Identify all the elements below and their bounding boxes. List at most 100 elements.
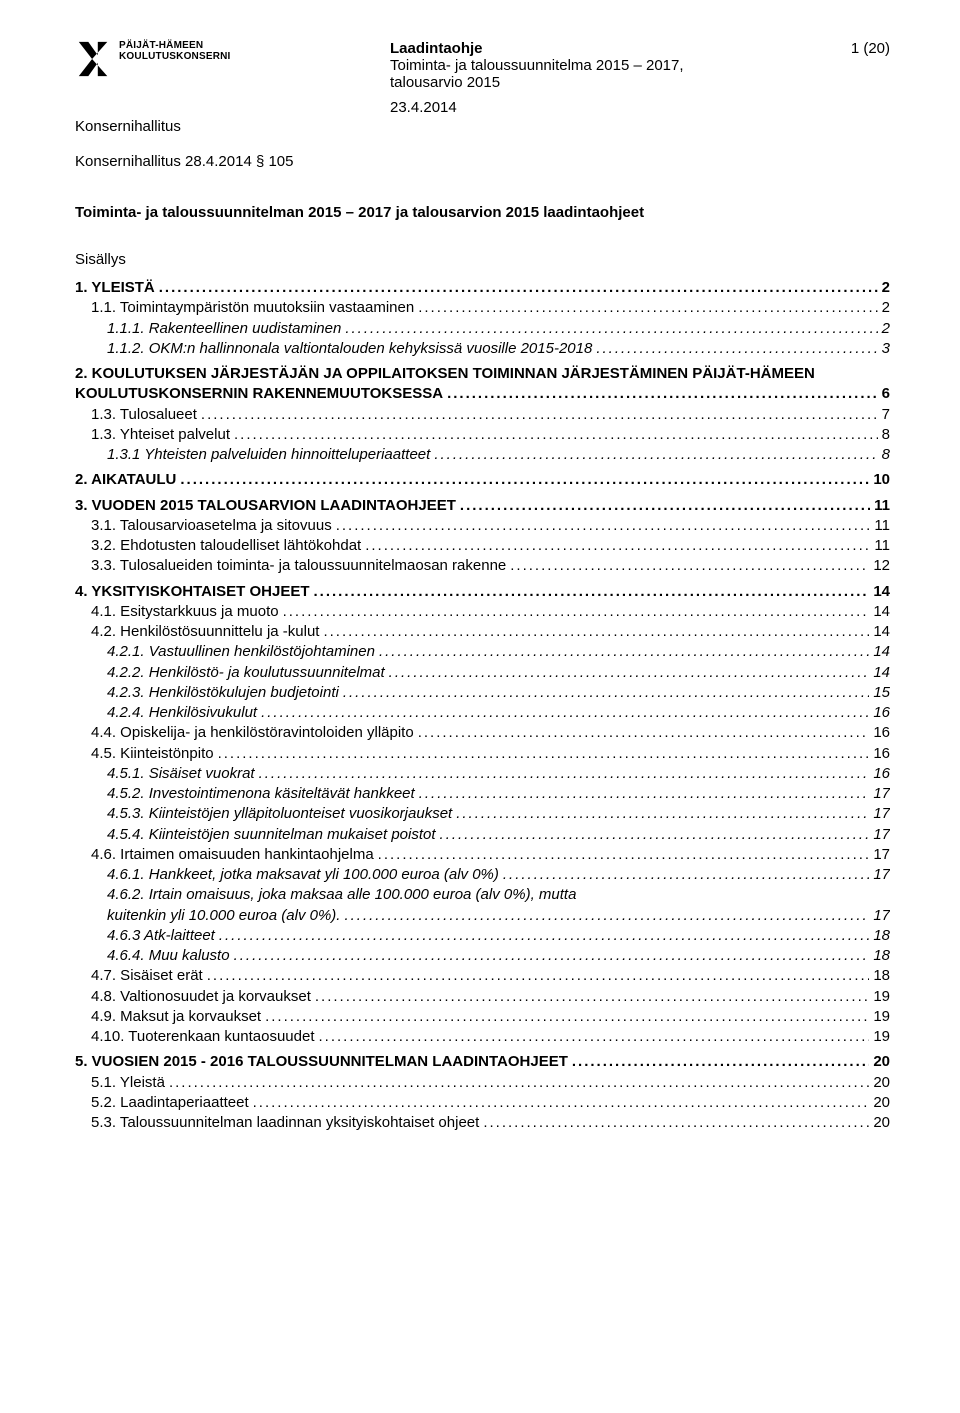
toc-page: 17 bbox=[873, 784, 890, 804]
toc-label: 4.10. Tuoterenkaan kuntaosuudet bbox=[91, 1027, 315, 1047]
toc-label: 4.5.4. Kiinteistöjen suunnitelman mukais… bbox=[107, 825, 436, 845]
toc-dots bbox=[323, 622, 869, 642]
toc-label: 5.2. Laadintaperiaatteet bbox=[91, 1093, 249, 1113]
toc-entry: 4.4. Opiskelija- ja henkilöstöravintoloi… bbox=[75, 723, 890, 743]
toc-entry: 3.1. Talousarvioasetelma ja sitovuus11 bbox=[75, 516, 890, 536]
toc-dots bbox=[283, 602, 870, 622]
toc-page: 11 bbox=[874, 516, 890, 536]
toc-dots bbox=[314, 582, 870, 602]
toc-page: 14 bbox=[873, 642, 890, 662]
toc-entry: 4.2.1. Vastuullinen henkilöstöjohtaminen… bbox=[75, 642, 890, 662]
toc-label: 1. YLEISTÄ bbox=[75, 278, 155, 298]
toc-label: 1.3.1 Yhteisten palveluiden hinnoittelup… bbox=[107, 445, 430, 465]
toc-entry: 3.3. Tulosalueiden toiminta- ja taloussu… bbox=[75, 556, 890, 576]
toc-page: 20 bbox=[873, 1113, 890, 1133]
toc-entry: 4.6.1. Hankkeet, jotka maksavat yli 100.… bbox=[75, 865, 890, 885]
toc-entry: 4.2.3. Henkilöstökulujen budjetointi15 bbox=[75, 683, 890, 703]
toc-label: 4.2.1. Vastuullinen henkilöstöjohtaminen bbox=[107, 642, 375, 662]
toc-dots bbox=[596, 339, 877, 359]
toc-label: kuitenkin yli 10.000 euroa (alv 0%). bbox=[107, 906, 340, 926]
toc-entry: 2. AIKATAULU10 bbox=[75, 470, 890, 490]
toc-entry: 4.9. Maksut ja korvaukset19 bbox=[75, 1007, 890, 1027]
toc-page: 17 bbox=[873, 906, 890, 926]
toc-entry: 4.2.4. Henkilösivukulut16 bbox=[75, 703, 890, 723]
toc-page: 11 bbox=[874, 536, 890, 556]
toc-label: 5.1. Yleistä bbox=[91, 1073, 165, 1093]
header-sub2: talousarvio 2015 bbox=[390, 74, 830, 91]
toc-label: 4.2. Henkilöstösuunnittelu ja -kulut bbox=[91, 622, 319, 642]
toc-dots bbox=[460, 496, 870, 516]
logo-icon bbox=[75, 40, 113, 78]
toc-dots bbox=[159, 278, 878, 298]
toc-page: 11 bbox=[874, 496, 890, 516]
toc-page: 20 bbox=[873, 1073, 890, 1093]
toc-page: 14 bbox=[873, 622, 890, 642]
toc-label: 1.1.2. OKM:n hallinnonala valtiontaloude… bbox=[107, 339, 592, 359]
toc-entry: 4.5. Kiinteistönpito16 bbox=[75, 744, 890, 764]
toc-label: 1.3. Tulosalueet bbox=[91, 405, 197, 425]
toc-page: 3 bbox=[882, 339, 890, 359]
header-date: 23.4.2014 bbox=[75, 99, 890, 116]
toc-label: 3.2. Ehdotusten taloudelliset lähtökohda… bbox=[91, 536, 361, 556]
toc-page: 14 bbox=[873, 582, 890, 602]
toc-dots bbox=[378, 845, 870, 865]
logo-text: PÄIJÄT-HÄMEEN KOULUTUSKONSERNI bbox=[119, 40, 231, 62]
toc-page: 8 bbox=[882, 445, 890, 465]
toc-entry: 3.2. Ehdotusten taloudelliset lähtökohda… bbox=[75, 536, 890, 556]
toc-label: 4.6.2. Irtain omaisuus, joka maksaa alle… bbox=[107, 885, 890, 905]
toc-page: 2 bbox=[882, 298, 890, 318]
toc-entry: 1.1.2. OKM:n hallinnonala valtiontaloude… bbox=[75, 339, 890, 359]
toc-dots bbox=[315, 987, 869, 1007]
toc-entry: 4.8. Valtionosuudet ja korvaukset19 bbox=[75, 987, 890, 1007]
toc-entry: 2. KOULUTUKSEN JÄRJESTÄJÄN JA OPPILAITOK… bbox=[75, 364, 890, 405]
toc-page: 19 bbox=[873, 1027, 890, 1047]
toc-label: 4.5.2. Investointimenona käsiteltävät ha… bbox=[107, 784, 415, 804]
header-page: 1 (20) bbox=[830, 40, 890, 57]
toc-dots bbox=[344, 906, 869, 926]
toc-entry: 4.6. Irtaimen omaisuuden hankintaohjelma… bbox=[75, 845, 890, 865]
toc-dots bbox=[379, 642, 869, 662]
toc-page: 7 bbox=[882, 405, 890, 425]
toc-entry: 3. VUODEN 2015 TALOUSARVION LAADINTAOHJE… bbox=[75, 496, 890, 516]
toc-label: 4.6.3 Atk-laitteet bbox=[107, 926, 215, 946]
toc-dots bbox=[343, 683, 869, 703]
toc-label: 4. YKSITYISKOHTAISET OHJEET bbox=[75, 582, 310, 602]
toc-page: 16 bbox=[873, 723, 890, 743]
toc-page: 8 bbox=[882, 425, 890, 445]
main-title: Toiminta- ja taloussuunnitelman 2015 – 2… bbox=[75, 204, 890, 221]
toc-label: 4.6.1. Hankkeet, jotka maksavat yli 100.… bbox=[107, 865, 499, 885]
toc-label: 4.5.3. Kiinteistöjen ylläpitoluonteiset … bbox=[107, 804, 452, 824]
toc-entry: 5.3. Taloussuunnitelman laadinnan yksity… bbox=[75, 1113, 890, 1133]
toc-dots bbox=[440, 825, 870, 845]
toc-dots bbox=[259, 764, 870, 784]
header-center: Laadintaohje Toiminta- ja taloussuunnite… bbox=[285, 40, 830, 91]
toc-label: 1.1. Toimintaympäristön muutoksiin vasta… bbox=[91, 298, 414, 318]
logo-block: PÄIJÄT-HÄMEEN KOULUTUSKONSERNI bbox=[75, 40, 285, 80]
toc-entry: 4.5.4. Kiinteistöjen suunnitelman mukais… bbox=[75, 825, 890, 845]
toc-label: 1.3. Yhteiset palvelut bbox=[91, 425, 230, 445]
toc-page: 20 bbox=[873, 1052, 890, 1072]
toc-label: 3. VUODEN 2015 TALOUSARVION LAADINTAOHJE… bbox=[75, 496, 456, 516]
toc-label: 4.8. Valtionosuudet ja korvaukset bbox=[91, 987, 311, 1007]
toc-dots bbox=[418, 723, 870, 743]
konserni-line: Konsernihallitus 28.4.2014 § 105 bbox=[75, 153, 890, 170]
toc-entry: 1.1.1. Rakenteellinen uudistaminen2 bbox=[75, 319, 890, 339]
toc-page: 14 bbox=[873, 663, 890, 683]
toc-dots bbox=[510, 556, 869, 576]
toc-label: 5.3. Taloussuunnitelman laadinnan yksity… bbox=[91, 1113, 479, 1133]
toc-label: 4.5.1. Sisäiset vuokrat bbox=[107, 764, 255, 784]
toc-entry: 5. VUOSIEN 2015 - 2016 TALOUSSUUNNITELMA… bbox=[75, 1052, 890, 1072]
toc-entry: 4.2. Henkilöstösuunnittelu ja -kulut 14 bbox=[75, 622, 890, 642]
toc-entry: 1.3. Yhteiset palvelut 8 bbox=[75, 425, 890, 445]
toc-entry: 1. YLEISTÄ2 bbox=[75, 278, 890, 298]
toc-page: 20 bbox=[873, 1093, 890, 1113]
toc-label: 4.1. Esitystarkkuus ja muoto bbox=[91, 602, 279, 622]
toc-page: 17 bbox=[873, 825, 890, 845]
toc-label: 4.4. Opiskelija- ja henkilöstöravintoloi… bbox=[91, 723, 414, 743]
toc-dots bbox=[201, 405, 878, 425]
toc-label: 4.5. Kiinteistönpito bbox=[91, 744, 214, 764]
toc-dots bbox=[503, 865, 869, 885]
toc-dots bbox=[218, 744, 870, 764]
toc-page: 18 bbox=[873, 926, 890, 946]
toc-dots bbox=[434, 445, 877, 465]
